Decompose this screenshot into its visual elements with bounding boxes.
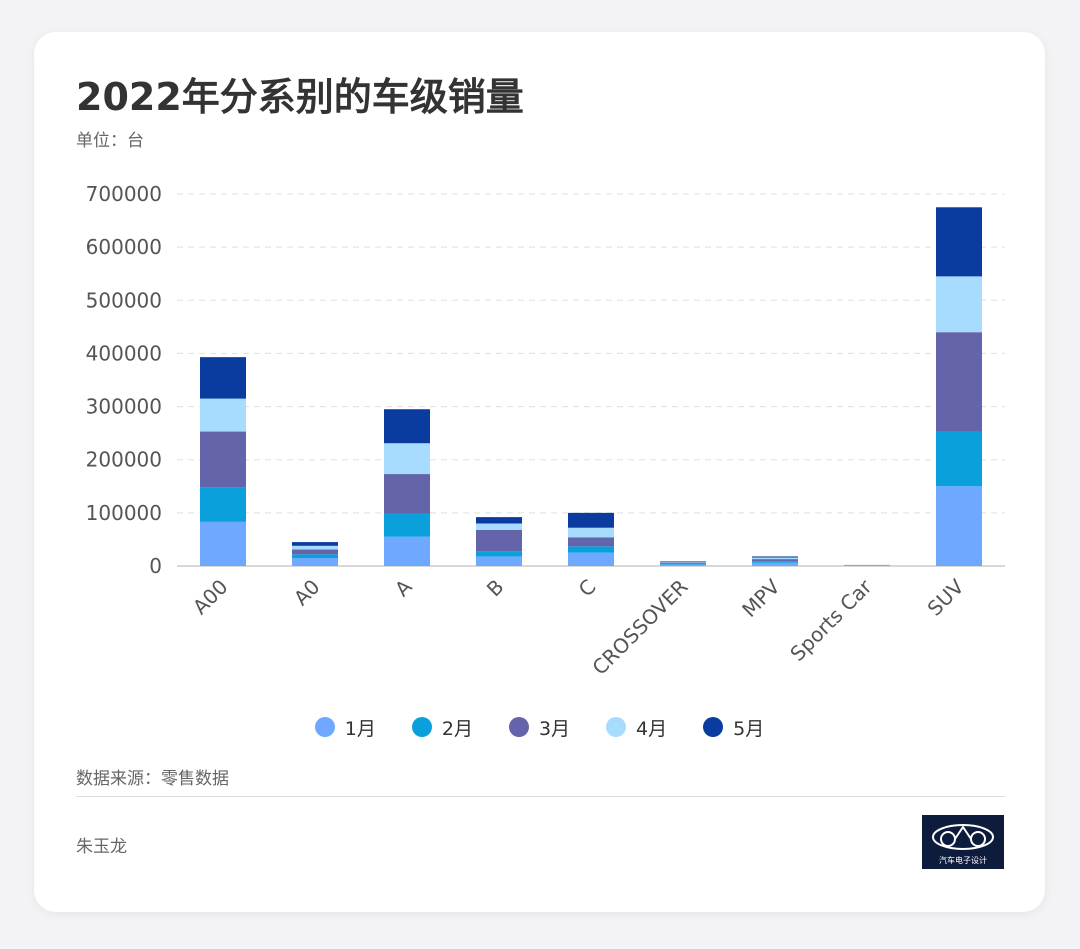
x-tick-label: CROSSOVER [587,574,692,679]
bar-segment [752,556,798,558]
bar-segment [752,559,798,562]
bar-segment [568,527,614,538]
bar-segment [568,512,614,528]
bar-segment [568,537,614,547]
bar-segment [660,564,706,566]
bar-segment [936,486,982,566]
x-tick-label: A0 [289,575,325,611]
legend-label: 4月 [636,717,668,740]
bar-segment [384,409,430,444]
bar-segment [476,551,522,557]
legend-item: 2月 [411,714,473,741]
legend-label: 5月 [733,717,765,740]
bar-segment [476,529,522,552]
legend-dot-icon [314,717,335,737]
bar-segment [200,487,246,522]
bar-segment [292,542,338,546]
chart-legend: 1月 2月 3月 4月 5月 [34,712,1045,742]
legend-label: 3月 [538,717,571,740]
y-tick-label: 100000 [86,501,162,525]
y-tick-label: 300000 [86,395,162,419]
footer-divider [76,796,1005,797]
bar-segment [384,443,430,475]
bar-segment [660,563,706,565]
bar-segment [752,562,798,566]
unit-label: 单位：台 [76,131,144,151]
bar-segment [752,557,798,560]
bar-segment [660,561,706,562]
y-tick-label: 200000 [86,448,162,472]
x-tick-label: A [390,574,417,601]
bar-segment [660,561,706,563]
y-tick-label: 0 [149,554,162,578]
bar-segment [936,332,982,432]
bar-segment [568,546,614,553]
logo-text: 汽车电子设计 [939,856,987,865]
bar-segment [384,536,430,566]
y-tick-label: 700000 [86,182,162,206]
bar-segment [476,523,522,530]
x-tick-label: SUV [923,574,969,620]
legend-dot-icon [703,717,724,737]
bar-segment [200,357,246,399]
bar-segment [936,431,982,487]
bar-segment [568,552,614,566]
legend-label: 1月 [344,717,376,740]
bar-segment [292,558,338,566]
bar-segment [292,554,338,559]
x-tick-label: C [574,575,601,602]
bar-segment [752,561,798,563]
author-name: 朱玉龙 [76,837,127,857]
x-tick-label: A00 [188,575,233,620]
legend-label: 2月 [441,717,473,740]
legend-dot-icon [508,717,529,737]
chart-card: 2022年分系别的车级销量 单位：台 0 100000 200000 300000 40… [34,32,1045,912]
bar-segment [476,556,522,566]
bar-segment [200,431,246,488]
legend-item: 5月 [703,714,764,741]
bar-segment [936,207,982,277]
bar-segment [384,474,430,514]
bar-segment [292,545,338,550]
bar-segment [200,398,246,432]
legend-item: 4月 [606,714,667,741]
legend-dot-icon [411,717,432,737]
bar-segment [292,549,338,555]
chart-title: 2022年分系别的车级销量 [76,75,524,119]
legend-item: 1月 [314,714,376,741]
x-tick-label: Sports Car [785,574,877,666]
legend-dot-icon [606,717,627,737]
bar-segment [200,521,246,566]
data-source: 数据来源：零售数据 [76,769,229,789]
brand-logo: 汽车电子设计 [922,815,1004,869]
y-tick-label: 600000 [86,235,162,259]
y-tick-label: 500000 [86,288,162,312]
bar-segment [660,562,706,564]
bar-segment [936,276,982,333]
legend-item: 3月 [508,714,571,741]
x-tick-label: MPV [737,574,785,622]
car-outline-icon [932,824,994,850]
stacked-bar-chart: 0 100000 200000 300000 400000 500000 600000 700… [86,182,1005,680]
y-tick-label: 400000 [86,341,162,365]
x-tick-label: B [482,575,509,602]
bar-segment [384,513,430,537]
bar-segment [476,517,522,524]
